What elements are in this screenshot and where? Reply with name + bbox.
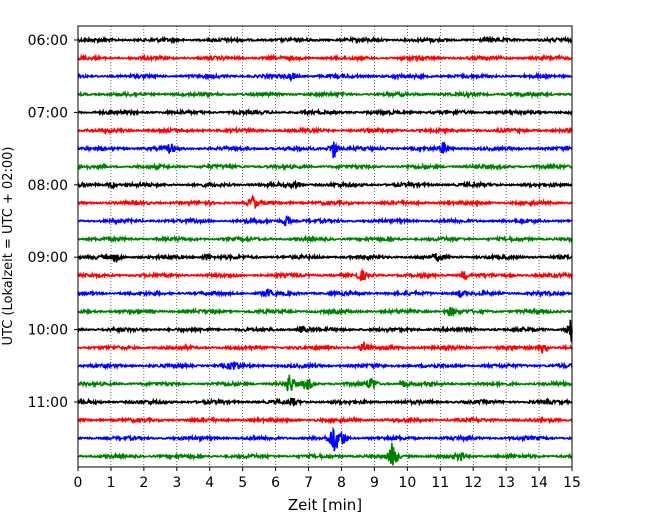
y-tick-label: 06:00 [28,33,68,49]
y-axis-ticks: 06:00 07:00 08:00 09:00 10:00 11:00 [28,33,78,411]
traces [77,35,573,466]
trace-line [77,179,573,190]
x-axis-label: Zeit [min] [288,496,362,514]
x-tick-label: 10 [398,475,416,491]
x-tick-label: 11 [431,475,449,491]
trace-line [77,341,573,354]
trace-line [77,288,573,299]
trace-line [77,161,573,172]
x-tick-label: 5 [238,475,247,491]
trace-line [77,267,573,282]
trace-line [77,53,573,63]
y-axis-label: UTC (Lokalzeit = UTC + 02:00) [1,147,16,346]
trace-line [77,89,573,100]
trace-line [77,426,573,452]
x-tick-label: 7 [304,475,313,491]
y-tick-label: 10:00 [28,323,68,339]
y-tick-label: 08:00 [28,178,68,194]
x-tick-label: 8 [337,475,346,491]
trace-line [77,234,573,244]
trace-line [77,306,573,318]
trace-line [77,140,573,159]
trace-line [77,71,573,83]
y-tick-label: 11:00 [28,395,68,411]
y-tick-label: 07:00 [28,105,68,121]
trace-line [77,193,573,209]
x-axis-ticks: 0 1 2 3 4 5 6 7 8 9 10 11 12 13 14 15 [74,467,581,491]
trace-line [77,415,573,425]
trace-line [77,215,573,227]
trace-line [77,397,573,407]
x-tick-label: 6 [271,475,280,491]
trace-line [77,319,573,343]
x-tick-label: 4 [205,475,214,491]
trace-line [77,125,573,136]
x-tick-label: 12 [464,475,482,491]
x-tick-label: 14 [530,475,548,491]
trace-line [77,442,573,466]
x-tick-label: 1 [106,475,115,491]
trace-line [77,35,573,45]
x-tick-label: 13 [497,475,515,491]
x-tick-label: 15 [563,475,581,491]
trace-line [77,252,573,263]
x-tick-label: 3 [172,475,181,491]
trace-line [77,107,573,117]
y-tick-label: 09:00 [28,250,68,266]
plot-frame [77,25,573,468]
trace-line [77,361,573,371]
x-tick-label: 2 [139,475,148,491]
x-tick-label: 9 [370,475,379,491]
x-tick-label: 0 [74,475,83,491]
trace-line [77,374,573,392]
